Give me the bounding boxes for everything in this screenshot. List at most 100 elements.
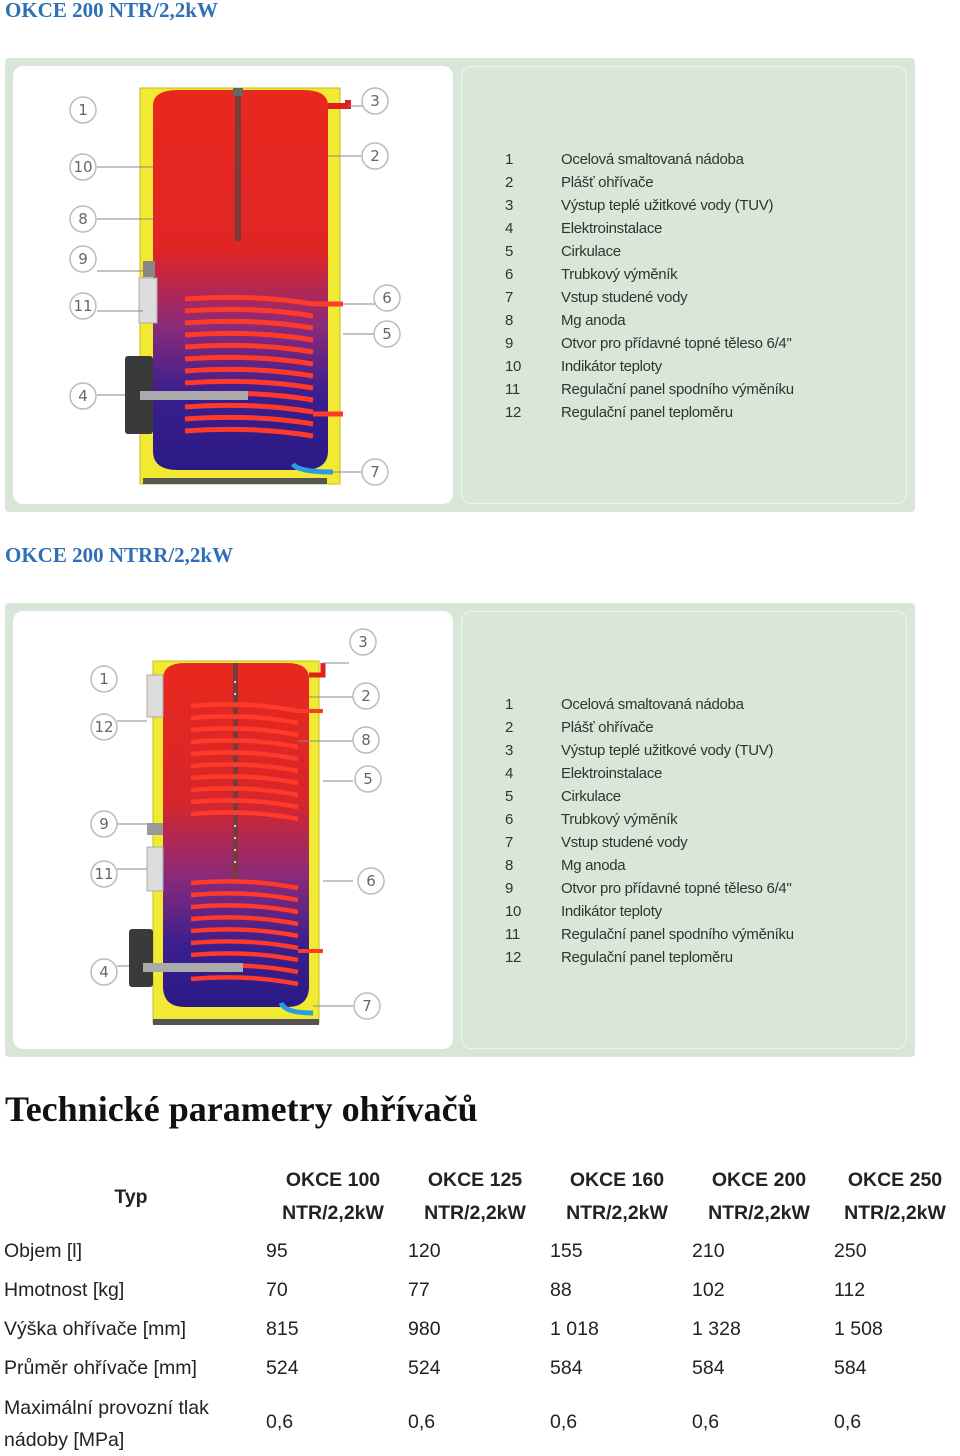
- callout-label: 3: [370, 92, 380, 110]
- callout-label: 5: [382, 325, 392, 343]
- table-cell: 1 508: [834, 1318, 883, 1340]
- legend-item: 7 Vstup studené vody: [505, 834, 688, 851]
- table-cell: 112: [834, 1279, 866, 1301]
- table-header-row: Typ OKCE 100 NTR/2,2kW OKCE 125 NTR/2,2kW …: [0, 1162, 960, 1232]
- table-cell: 1 328: [692, 1318, 741, 1340]
- legend-item: 12 Regulační panel teploměru: [505, 949, 733, 966]
- legend-item: 9 Otvor pro přídavné topné těleso 6/4": [505, 880, 792, 897]
- anode-rod: [233, 663, 238, 878]
- heater-diagram-ntrr: 1 12 9 11 4 3 2 8 5 6 7: [90, 628, 385, 1025]
- table-row: Výška ohřívače [mm] 815 980 1 018 1 328 …: [0, 1310, 960, 1349]
- callout-label: 1: [99, 670, 109, 688]
- legend-item: 5 Cirkulace: [505, 788, 621, 805]
- section-heading-ntr: OKCE 200 NTR/2,2kW: [5, 0, 218, 22]
- legend-item: 3 Výstup teplé užitkové vody (TUV): [505, 742, 774, 759]
- callout-label: 11: [94, 865, 113, 883]
- column-header: OKCE 250 NTR/2,2kW: [844, 1169, 946, 1224]
- legend-item: 12 Regulační panel teploměru: [505, 404, 733, 421]
- table-cell: 980: [408, 1318, 441, 1340]
- callout-label: 3: [358, 633, 368, 651]
- callout-label: 11: [73, 297, 92, 315]
- table-cell: 0,6: [834, 1410, 862, 1433]
- table-cell: 0,6: [692, 1410, 720, 1433]
- table-cell: 95: [266, 1240, 288, 1262]
- callout-label: 9: [78, 250, 88, 268]
- table-cell: 77: [408, 1279, 430, 1301]
- legend-card: [461, 611, 907, 1049]
- params-title: Technické parametry ohřívačů: [5, 1089, 478, 1129]
- legend-item: 1 Ocelová smaltovaná nádoba: [505, 696, 744, 713]
- table-row: Hmotnost [kg] 70 77 88 102 112: [0, 1271, 960, 1310]
- legend-item: 1 Ocelová smaltovaná nádoba: [505, 151, 744, 168]
- legend-item: 11 Regulační panel spodního výměníku: [505, 381, 794, 398]
- heater-diagram-card: 1 12 9 11 4 3 2 8 5 6 7: [13, 611, 453, 1049]
- legend-item: 2 Plášť ohřívače: [505, 174, 654, 191]
- table-cell: 584: [550, 1357, 583, 1379]
- table-cell: 120: [408, 1240, 441, 1262]
- row-label: Maximální provozní tlak nádoby [MPa]: [4, 1397, 209, 1451]
- legend-item: 6 Trubkový výměník: [505, 266, 678, 283]
- callout-label: 7: [362, 997, 372, 1015]
- coil-shape: [184, 294, 314, 439]
- legend-item: 4 Elektroinstalace: [505, 220, 663, 237]
- figure-panel-ntrr: 1 12 9 11 4 3 2 8 5 6 7 1 Ocelová smaltov…: [5, 603, 915, 1057]
- table-cell: 155: [550, 1240, 583, 1262]
- callout-label: 2: [361, 687, 371, 705]
- table-row: Maximální provozní tlak nádoby [MPa] 0,6 …: [0, 1388, 960, 1456]
- callout-label: 2: [370, 147, 380, 165]
- table-cell: 0,6: [408, 1410, 436, 1433]
- legend-item: 3 Výstup teplé užitkové vody (TUV): [505, 197, 774, 214]
- table-cell: 102: [692, 1279, 725, 1301]
- row-label: Výška ohřívače [mm]: [4, 1318, 187, 1340]
- table-cell: 584: [692, 1357, 725, 1379]
- callout-label: 8: [78, 210, 88, 228]
- legend-item: 2 Plášť ohřívače: [505, 719, 654, 736]
- table-cell: 815: [266, 1318, 299, 1340]
- legend-item: 9 Otvor pro přídavné topné těleso 6/4": [505, 335, 792, 352]
- row-label: Objem [l]: [4, 1240, 83, 1262]
- tank-shape: [153, 90, 328, 470]
- table-cell: 250: [834, 1240, 867, 1262]
- column-header: OKCE 100 NTR/2,2kW: [282, 1169, 384, 1224]
- legend-item: 5 Cirkulace: [505, 243, 621, 260]
- legend-card: [461, 66, 907, 504]
- callout-label: 6: [366, 872, 376, 890]
- legend-list: 1 Ocelová smaltovaná nádoba 2 Plášť ohříva…: [505, 693, 794, 969]
- table-row: Průměr ohřívače [mm] 524 524 584 584 584: [0, 1349, 960, 1388]
- table-cell: 0,6: [266, 1410, 294, 1433]
- table-cell: 524: [408, 1357, 441, 1379]
- callout-label: 9: [99, 815, 109, 833]
- callout-label: 6: [382, 289, 392, 307]
- anode-rod: [235, 91, 241, 241]
- heater-diagram-card: 1 10 8 9 11 4 3 2 6 5 7: [13, 66, 453, 504]
- section-heading-ntrr: OKCE 200 NTRR/2,2kW: [5, 543, 234, 567]
- column-header: OKCE 200 NTR/2,2kW: [708, 1169, 810, 1224]
- callout-label: 12: [94, 718, 113, 736]
- callout-label: 10: [73, 158, 92, 176]
- legend-item: 10 Indikátor teploty: [505, 358, 662, 375]
- figure-panel-ntr: 1 10 8 9 11 4 3 2 6 5 7 1 Ocelová smaltov…: [5, 58, 915, 512]
- callout-label: 8: [361, 731, 371, 749]
- type-header: Typ: [114, 1185, 148, 1208]
- table-cell: 70: [266, 1279, 288, 1301]
- callout-label: 5: [363, 770, 373, 788]
- table-cell: 0,6: [550, 1410, 578, 1433]
- table-cell: 88: [550, 1279, 572, 1301]
- callout-label: 7: [370, 463, 380, 481]
- legend-item: 11 Regulační panel spodního výměníku: [505, 926, 794, 943]
- legend-item: 8 Mg anoda: [505, 857, 626, 874]
- coil-shape: [190, 702, 299, 987]
- legend-item: 4 Elektroinstalace: [505, 765, 663, 782]
- table-row: Objem [l] 95 120 155 210 250: [0, 1232, 960, 1271]
- table-cell: 1 018: [550, 1318, 599, 1340]
- legend-item: 10 Indikátor teploty: [505, 903, 662, 920]
- callout-label: 4: [99, 963, 109, 981]
- column-header: OKCE 160 NTR/2,2kW: [566, 1169, 668, 1224]
- table-cell: 524: [266, 1357, 299, 1379]
- callout-label: 4: [78, 387, 88, 405]
- legend-list: 1 Ocelová smaltovaná nádoba 2 Plášť ohříva…: [505, 148, 794, 424]
- row-label: Hmotnost [kg]: [4, 1279, 125, 1301]
- callout-label: 1: [78, 101, 88, 119]
- legend-item: 6 Trubkový výměník: [505, 811, 678, 828]
- column-header: OKCE 125 NTR/2,2kW: [424, 1169, 526, 1224]
